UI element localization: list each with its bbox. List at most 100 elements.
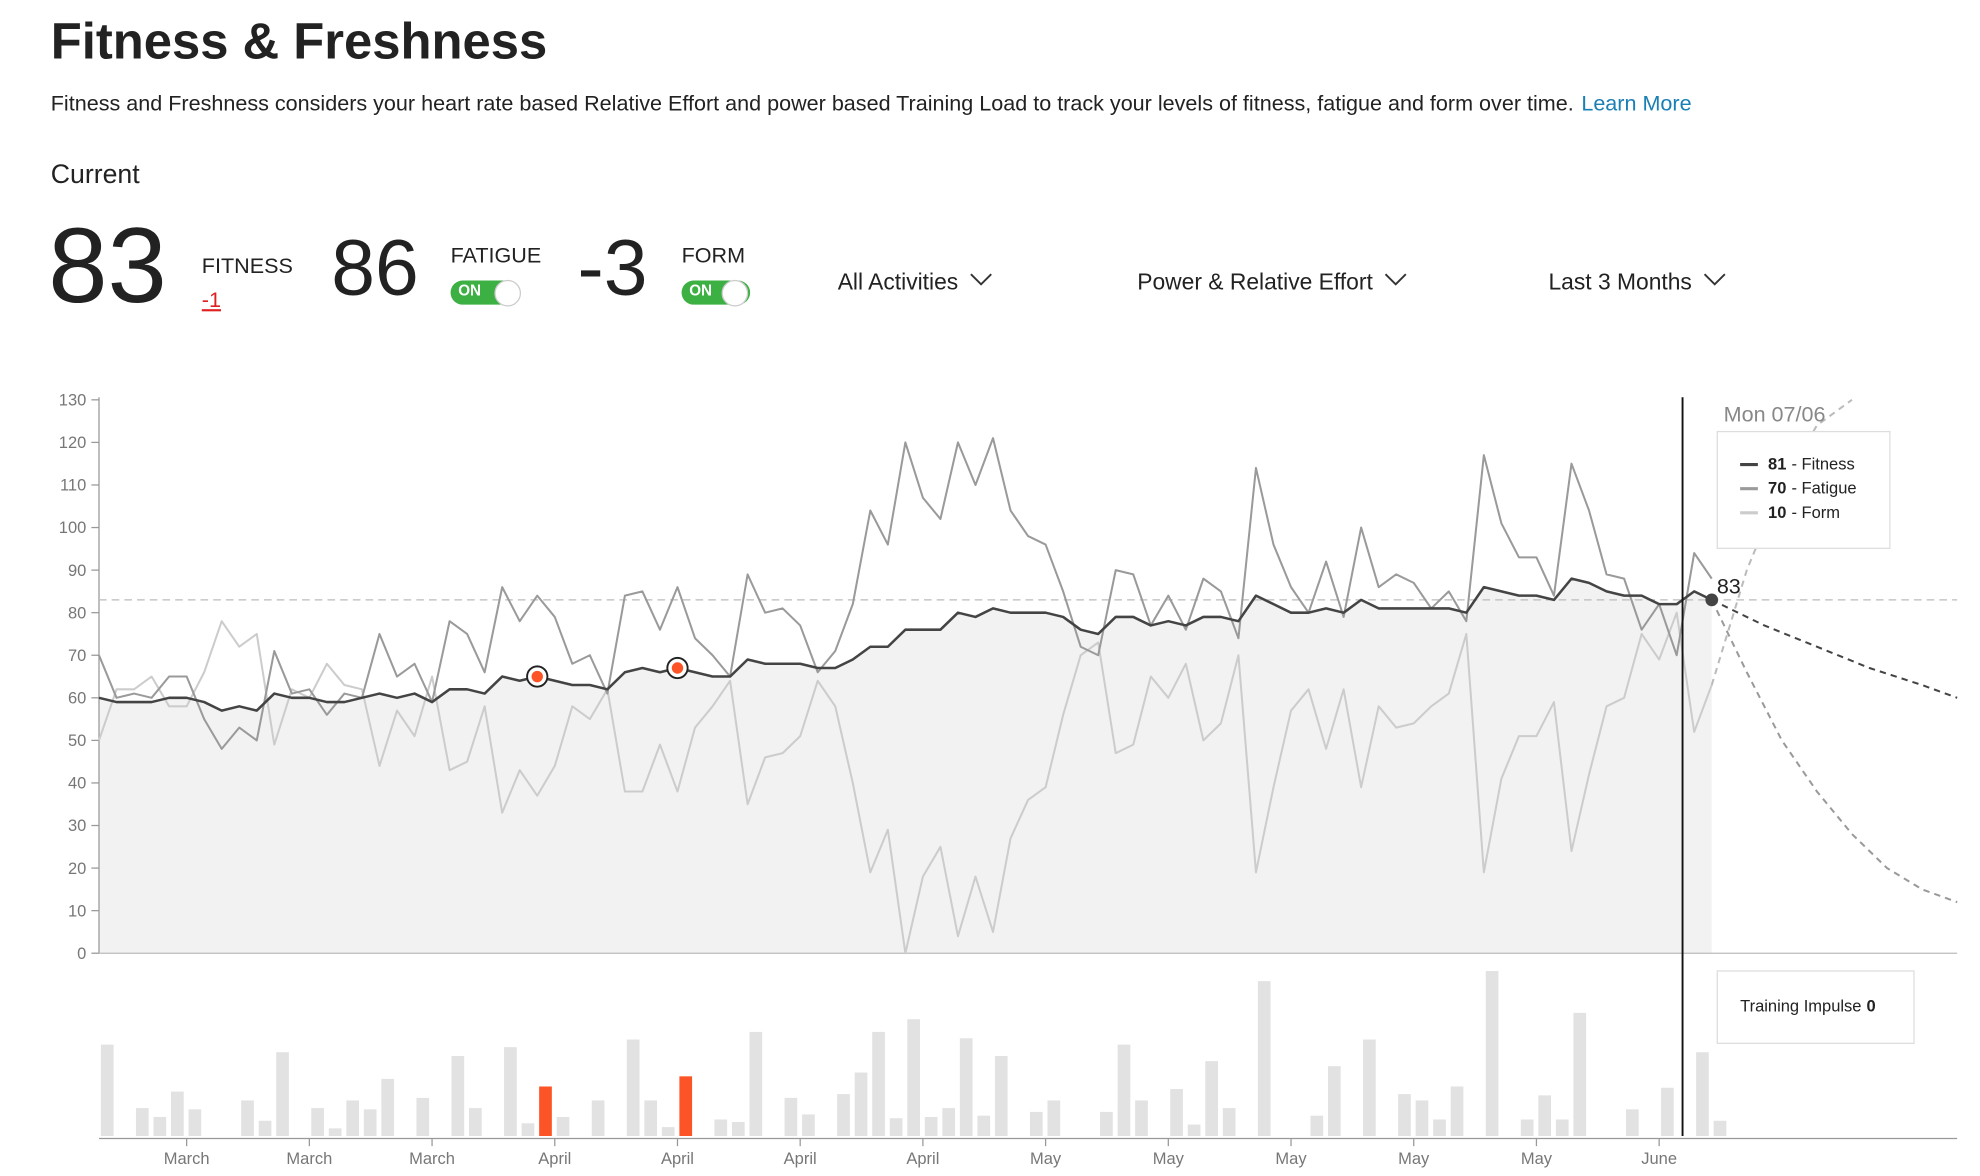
impulse-bar[interactable] (1450, 1086, 1464, 1136)
impulse-bar[interactable] (1310, 1115, 1324, 1136)
impulse-bar[interactable] (171, 1091, 184, 1136)
impulse-bar[interactable] (504, 1047, 517, 1136)
hover-value-label: 83 (1717, 574, 1741, 599)
impulse-bar[interactable] (731, 1122, 745, 1136)
form-value: -3 (578, 223, 648, 311)
impulse-bar[interactable] (1327, 1066, 1341, 1136)
impulse-bar[interactable] (1538, 1095, 1552, 1136)
x-tick-label: May (1030, 1150, 1062, 1168)
impulse-bar[interactable] (1187, 1124, 1201, 1136)
impulse-bar[interactable] (188, 1109, 202, 1136)
impulse-bar[interactable] (1117, 1044, 1131, 1136)
filter-dropdown[interactable]: Last 3 Months (1548, 268, 1726, 294)
impulse-bar[interactable] (1222, 1108, 1236, 1136)
impulse-bar[interactable] (1029, 1111, 1043, 1136)
impulse-bar[interactable] (241, 1100, 254, 1136)
impulse-bar[interactable] (626, 1039, 640, 1136)
y-tick-label: 40 (68, 775, 86, 793)
filter-dropdown[interactable]: All Activities (838, 268, 992, 294)
impulse-bar[interactable] (907, 1019, 920, 1136)
impulse-bar[interactable] (311, 1108, 324, 1136)
tooltip-label: - Form (1791, 504, 1840, 522)
impulse-bar[interactable] (854, 1072, 868, 1136)
impulse-bar[interactable] (1398, 1094, 1411, 1136)
impulse-bar[interactable] (521, 1123, 535, 1136)
impulse-bar[interactable] (1415, 1100, 1429, 1136)
impulse-bar[interactable] (1520, 1119, 1534, 1136)
impulse-bar[interactable] (714, 1119, 728, 1136)
series-line (98, 577, 1713, 712)
activity-dot[interactable] (671, 662, 684, 674)
impulse-bar[interactable] (556, 1116, 570, 1136)
impulse-bar[interactable] (837, 1094, 850, 1136)
learn-more-link[interactable]: Learn More (1581, 90, 1691, 115)
hover-dot (1705, 593, 1719, 607)
impulse-bar[interactable] (942, 1108, 956, 1136)
filter-dropdown[interactable]: Power & Relative Effort (1137, 268, 1407, 294)
tooltip-entry: 10 - Form (1768, 504, 1840, 522)
tooltip-label: - Fitness (1791, 456, 1854, 474)
activity-dot[interactable] (531, 670, 543, 683)
impulse-bar[interactable] (1363, 1039, 1376, 1136)
impulse-bar[interactable] (328, 1128, 342, 1136)
impulse-bar[interactable] (1047, 1100, 1061, 1136)
impulse-bar[interactable] (1696, 1052, 1709, 1136)
y-tick-label: 20 (68, 860, 86, 878)
impulse-bar[interactable] (1100, 1111, 1113, 1136)
impulse-bar[interactable] (959, 1038, 973, 1136)
y-tick-label: 120 (59, 434, 87, 452)
impulse-bar[interactable] (977, 1115, 991, 1136)
impulse-bar[interactable] (1135, 1100, 1148, 1136)
impulse-bar[interactable] (924, 1116, 938, 1136)
impulse-bar[interactable] (1555, 1119, 1569, 1136)
fitness-value: 83 (48, 205, 167, 325)
x-tick-label: April (538, 1150, 571, 1168)
toggle-text: ON (458, 283, 481, 300)
impulse-bar[interactable] (363, 1109, 377, 1136)
impulse-bar[interactable] (889, 1118, 903, 1136)
impulse-bar[interactable] (1170, 1089, 1183, 1136)
impulse-bar[interactable] (994, 1056, 1008, 1136)
impulse-bar[interactable] (346, 1100, 360, 1136)
impulse-bar[interactable] (135, 1108, 149, 1136)
impulse-bar[interactable] (1625, 1109, 1639, 1136)
fatigue-toggle[interactable]: ON (450, 279, 522, 307)
impulse-bar[interactable] (258, 1120, 272, 1136)
impulse-bar[interactable] (381, 1078, 395, 1136)
impulse-bar[interactable] (100, 1044, 114, 1136)
description-text: Fitness and Freshness considers your hea… (51, 90, 1574, 115)
x-tick-label: April (906, 1150, 939, 1168)
impulse-bar[interactable] (872, 1031, 885, 1136)
impulse-bar[interactable] (153, 1116, 167, 1136)
impulse-bar[interactable] (539, 1086, 552, 1136)
impulse-bar[interactable] (1573, 1012, 1587, 1136)
form-toggle[interactable]: ON (681, 279, 751, 307)
x-tick-label: May (1153, 1150, 1185, 1168)
page-title: Fitness & Freshness (51, 12, 547, 69)
chevron-icon (1703, 273, 1726, 286)
impulse-bar[interactable] (416, 1097, 430, 1136)
impulse-bar[interactable] (469, 1108, 482, 1136)
impulse-bar[interactable] (451, 1056, 465, 1136)
x-tick-label: May (1521, 1150, 1553, 1168)
impulse-bar[interactable] (802, 1114, 815, 1136)
series-line (98, 611, 1713, 955)
impulse-bar[interactable] (1257, 981, 1271, 1136)
impulse-bar[interactable] (661, 1127, 675, 1136)
impulse-bar[interactable] (679, 1076, 693, 1136)
form-label: FORM (682, 243, 745, 268)
impulse-bar[interactable] (591, 1100, 605, 1136)
impulse-bar[interactable] (1485, 970, 1499, 1136)
impulse-bar[interactable] (784, 1097, 798, 1136)
filter-label: All Activities (838, 268, 959, 294)
impulse-bar[interactable] (644, 1100, 658, 1136)
tooltip-label: - Fatigue (1791, 480, 1856, 498)
impulse-bar[interactable] (276, 1052, 289, 1136)
impulse-bar[interactable] (749, 1031, 763, 1136)
y-tick-label: 90 (68, 562, 86, 580)
impulse-bar[interactable] (1661, 1087, 1674, 1136)
impulse-bar[interactable] (1205, 1061, 1218, 1136)
impulse-bar[interactable] (1433, 1119, 1446, 1136)
impulse-bar[interactable] (1713, 1120, 1727, 1136)
